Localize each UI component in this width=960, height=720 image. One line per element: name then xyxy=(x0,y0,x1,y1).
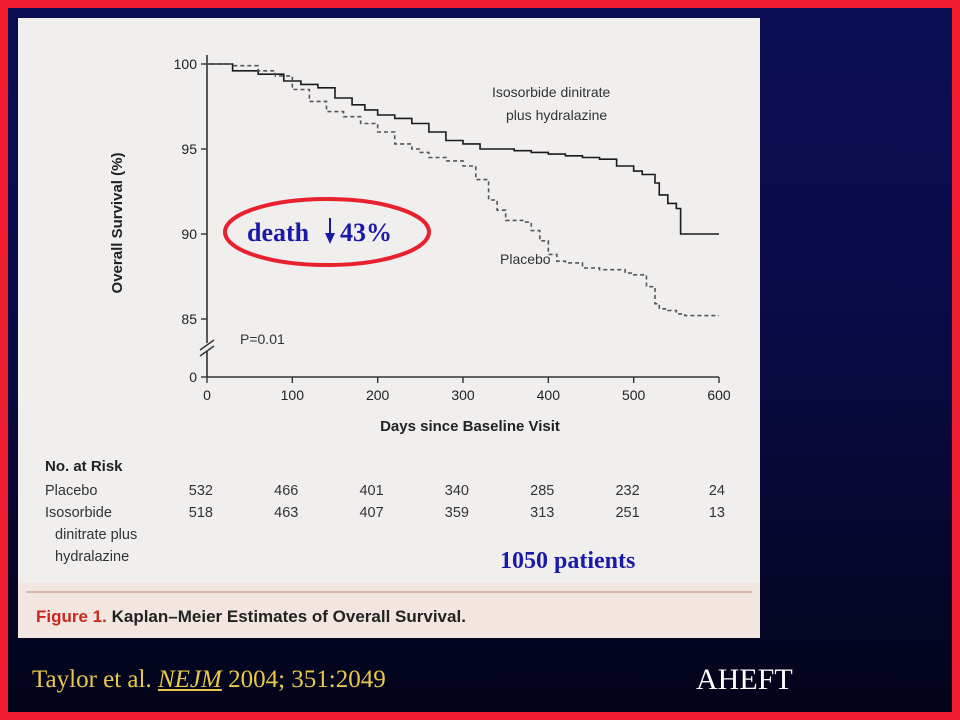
x-tick-label: 500 xyxy=(622,387,646,403)
x-tick-label: 100 xyxy=(281,387,305,403)
risk-value: 518 xyxy=(189,505,213,521)
series-layer xyxy=(207,63,719,317)
citation-author: Taylor et al. xyxy=(32,666,158,693)
risk-value: 407 xyxy=(359,505,383,521)
citation-ref: 2004; 351:2049 xyxy=(221,666,386,693)
risk-value: 532 xyxy=(189,483,213,499)
series-label-treatment-line-2: plus hydralazine xyxy=(506,107,607,123)
risk-value: 359 xyxy=(445,505,469,521)
y-axis-title: Overall Survival (%) xyxy=(109,153,126,294)
risk-row-placebo-label: Placebo xyxy=(45,483,97,499)
down-arrow-icon xyxy=(325,218,335,244)
x-tick-label: 0 xyxy=(203,387,211,403)
figure-caption-text: Kaplan–Meier Estimates of Overall Surviv… xyxy=(111,607,466,626)
x-ticks: 0 100 200 300 400 500 600 xyxy=(203,377,731,403)
risk-value: 401 xyxy=(359,483,383,499)
death-word: death xyxy=(247,218,310,247)
x-tick-label: 300 xyxy=(451,387,475,403)
series-line-placebo xyxy=(207,63,719,317)
axis-break-mark-2 xyxy=(199,345,215,357)
risk-value: 285 xyxy=(530,483,554,499)
death-percent: 43% xyxy=(340,218,392,247)
axis-break-mark-1 xyxy=(199,339,215,351)
series-label-treatment-line-1: Isosorbide dinitrate xyxy=(492,84,611,100)
series-label-placebo: Placebo xyxy=(500,251,551,267)
figure-caption: Figure 1. Kaplan–Meier Estimates of Over… xyxy=(36,607,466,627)
risk-table: No. at Risk Placebo Isosorbide dinitrate… xyxy=(45,458,725,565)
patients-count: 1050 patients xyxy=(500,548,635,574)
x-tick-label: 600 xyxy=(707,387,731,403)
y-tick-label: 95 xyxy=(181,141,197,157)
survival-chart: 100 95 90 85 0 0 100 200 300 400 500 600 Overall S… xyxy=(45,55,731,574)
y-tick-label: 0 xyxy=(189,369,197,385)
risk-value: 232 xyxy=(615,483,639,499)
risk-value: 13 xyxy=(709,505,725,521)
risk-value: 251 xyxy=(615,505,639,521)
x-axis-title: Days since Baseline Visit xyxy=(380,418,560,435)
risk-value: 466 xyxy=(274,483,298,499)
risk-value: 313 xyxy=(530,505,554,521)
risk-row-treatment-label-2: dinitrate plus xyxy=(55,527,137,543)
risk-values: 532 466 401 340 285 232 24 518 463 407 359 313 251 13 xyxy=(189,483,725,521)
slide-background: 100 95 90 85 0 0 100 200 300 400 500 600 Overall S… xyxy=(8,8,952,712)
y-ticks: 100 95 90 85 0 xyxy=(174,56,207,385)
risk-value: 24 xyxy=(709,483,725,499)
y-tick-label: 85 xyxy=(181,311,197,327)
death-reduction-oval xyxy=(223,197,431,267)
y-tick-label: 100 xyxy=(174,56,198,72)
figure-panel: 100 95 90 85 0 0 100 200 300 400 500 600 Overall S… xyxy=(18,18,760,638)
figure-label: Figure 1. xyxy=(36,607,107,626)
x-tick-label: 200 xyxy=(366,387,390,403)
trial-tag: AHEFT xyxy=(696,663,793,696)
risk-value: 463 xyxy=(274,505,298,521)
figure-caption-bar: Figure 1. Kaplan–Meier Estimates of Over… xyxy=(18,583,760,638)
y-tick-label: 90 xyxy=(181,226,197,242)
risk-value: 340 xyxy=(445,483,469,499)
series-line-treatment xyxy=(207,63,719,235)
risk-row-treatment-label-1: Isosorbide xyxy=(45,505,112,521)
p-value-annotation: P=0.01 xyxy=(240,331,285,347)
risk-row-treatment-label-3: hydralazine xyxy=(55,549,129,565)
risk-table-title: No. at Risk xyxy=(45,458,123,475)
citation-journal: NEJM xyxy=(157,666,222,693)
x-tick-label: 400 xyxy=(537,387,561,403)
chart-axes xyxy=(199,55,719,378)
citation: Taylor et al. NEJM 2004; 351:2049 xyxy=(32,666,386,694)
